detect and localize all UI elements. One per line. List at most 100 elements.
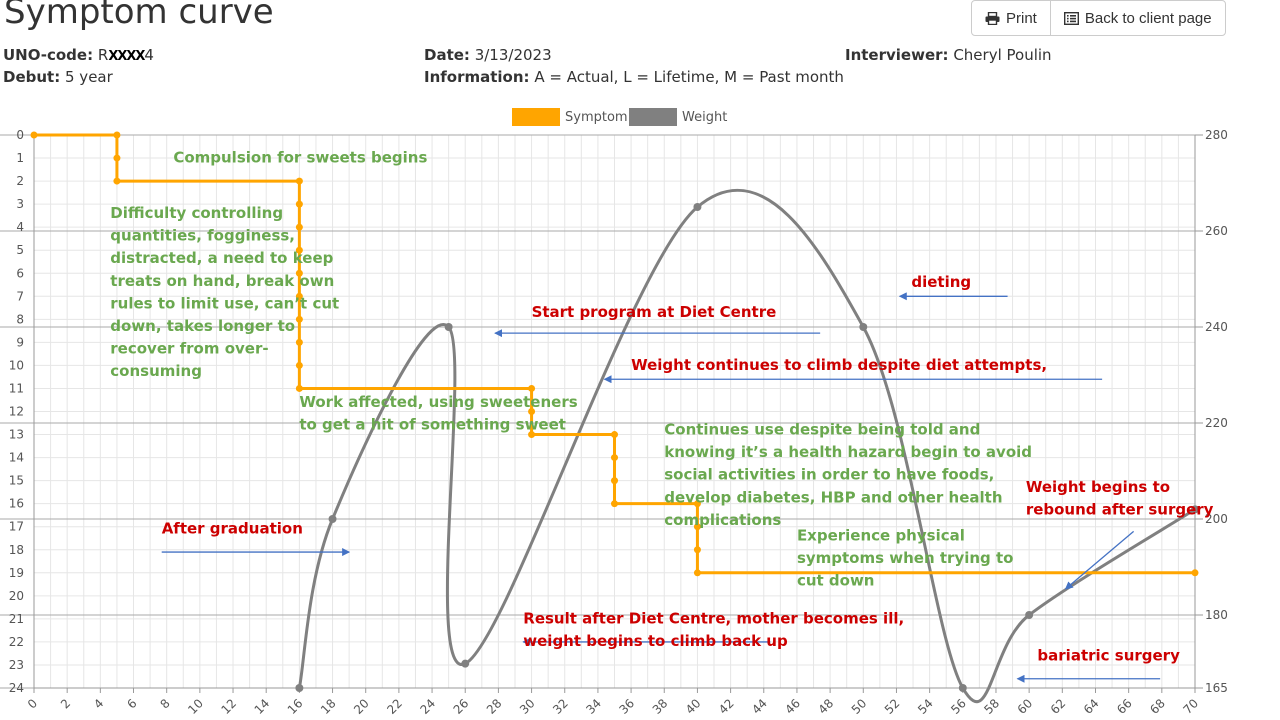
y-left-tick-label: 5 — [16, 243, 24, 257]
debut-label: Debut: — [3, 68, 61, 86]
symptom-point — [113, 154, 121, 162]
symptom-point — [528, 431, 536, 439]
interviewer-value: Cheryl Poulin — [953, 46, 1052, 64]
annotation-label: Difficulty controlling quantities, foggin… — [110, 204, 339, 380]
x-tick-label: 64 — [1081, 696, 1102, 717]
x-tick-label: 8 — [158, 696, 173, 711]
y-left-tick-label: 19 — [9, 566, 24, 580]
annotation-arrow — [1064, 530, 1135, 590]
annotation-line: distracted, a need to keep — [110, 249, 333, 267]
x-tick-label: 70 — [1180, 696, 1201, 717]
uno-code-value: R​XXXX4 — [98, 46, 154, 64]
legend-swatch-weight — [629, 108, 677, 126]
x-tick-label: 56 — [948, 696, 969, 717]
x-tick-label: 4 — [91, 696, 106, 711]
y-left-tick-label: 1 — [16, 151, 24, 165]
x-tick-label: 34 — [583, 696, 604, 717]
annotation-label: Weight begins to rebound after surgery — [1026, 478, 1214, 519]
x-tick-label: 62 — [1048, 696, 1069, 717]
x-tick-label: 20 — [351, 696, 372, 717]
symptom-point — [611, 500, 618, 508]
annotation-label: Work affected, using sweeteners to get a … — [299, 393, 577, 434]
x-tick-label: 52 — [882, 696, 903, 717]
x-tick-label: 40 — [683, 696, 704, 717]
y-left-tick-label: 0 — [16, 128, 24, 142]
x-tick-label: 24 — [417, 696, 438, 717]
annotation-line: Start program at Diet Centre — [532, 303, 777, 321]
uno-code-label: UNO-code: — [3, 46, 94, 64]
annotation-line: consuming — [110, 362, 202, 380]
symptom-point — [30, 131, 38, 139]
annotation-label: Continues use despite being told and know… — [664, 421, 1032, 529]
symptom-point — [113, 131, 121, 139]
weight-point — [859, 323, 868, 331]
legend-swatch-symptom — [512, 108, 560, 126]
symptom-point — [693, 500, 701, 508]
date-value: 3/13/2023 — [474, 46, 552, 64]
information-field: Information: A = Actual, L = Lifetime, M… — [424, 68, 844, 86]
y-left-tick-label: 9 — [16, 335, 24, 349]
annotation-label: Result after Diet Centre, mother becomes… — [523, 609, 904, 650]
x-tick-label: 54 — [915, 696, 936, 717]
y-left-tick-label: 4 — [16, 220, 24, 234]
y-left-tick-label: 13 — [9, 428, 24, 442]
uno-code-prefix: R — [97, 46, 109, 64]
list-alt-icon — [1063, 11, 1079, 25]
annotation-line: treats on hand, break own — [110, 272, 334, 290]
y-left-tick-label: 14 — [9, 451, 24, 465]
y-left-tick-label: 7 — [16, 289, 24, 303]
annotation-line: Weight begins to — [1026, 478, 1170, 496]
weight-point — [693, 203, 702, 211]
x-tick-label: 30 — [517, 696, 538, 717]
chart-legend: Symptom Weight — [512, 108, 727, 126]
symptom-point — [295, 200, 303, 208]
symptom-point — [295, 361, 303, 369]
interviewer-field: Interviewer: Cheryl Poulin — [845, 46, 1052, 64]
y-right-tick-label: 240 — [1205, 320, 1228, 334]
symptom-point — [693, 546, 701, 554]
y-left-tick-label: 15 — [9, 474, 24, 488]
y-right-tick-label: 260 — [1205, 224, 1228, 238]
annotation-label: After graduation — [162, 520, 303, 538]
print-label: Print — [1006, 9, 1037, 27]
annotation-line: Difficulty controlling — [110, 204, 283, 222]
debut-field: Debut: 5 year — [3, 68, 113, 86]
y-left-tick-label: 17 — [9, 520, 24, 534]
annotation-line: bariatric surgery — [1037, 646, 1180, 664]
x-tick-label: 12 — [218, 696, 239, 717]
print-button[interactable]: Print — [972, 1, 1050, 35]
symptom-point — [611, 454, 618, 462]
symptom-point — [611, 477, 618, 485]
chart-series — [30, 131, 1199, 704]
back-to-client-button[interactable]: Back to client page — [1049, 1, 1225, 35]
annotation-line: Compulsion for sweets begins — [173, 149, 427, 167]
y-left-tick-label: 16 — [9, 497, 24, 511]
x-tick-label: 28 — [484, 696, 505, 717]
weight-point — [328, 515, 337, 523]
annotation-line: symptoms when trying to — [797, 549, 1014, 567]
y-right-tick-label: 165 — [1205, 681, 1228, 695]
symptom-point — [295, 384, 303, 392]
page-title: Symptom curve — [4, 0, 274, 32]
debut-value: 5 year — [65, 68, 113, 86]
x-tick-label: 42 — [716, 696, 737, 717]
symptom-point — [1191, 569, 1199, 577]
x-tick-label: 60 — [1015, 696, 1036, 717]
symptom-point — [295, 338, 303, 346]
annotation-label: bariatric surgery — [1037, 646, 1180, 664]
x-tick-label: 32 — [550, 696, 571, 717]
symptom-point — [113, 177, 121, 185]
uno-code-mask: XXXX — [108, 49, 145, 64]
x-tick-label: 48 — [816, 696, 837, 717]
header-button-group: Print Back to client page — [971, 0, 1226, 36]
weight-point — [958, 684, 967, 692]
y-right-tick-label: 280 — [1205, 128, 1228, 142]
symptom-point — [611, 431, 618, 439]
x-tick-label: 18 — [318, 696, 339, 717]
y-left-tick-label: 8 — [16, 312, 24, 326]
legend-label-weight: Weight — [682, 110, 727, 125]
x-tick-label: 38 — [650, 696, 671, 717]
annotation-line: knowing it’s a health hazard begin to av… — [664, 443, 1032, 461]
annotation-label: Start program at Diet Centre — [532, 303, 777, 321]
date-label: Date: — [424, 46, 470, 64]
